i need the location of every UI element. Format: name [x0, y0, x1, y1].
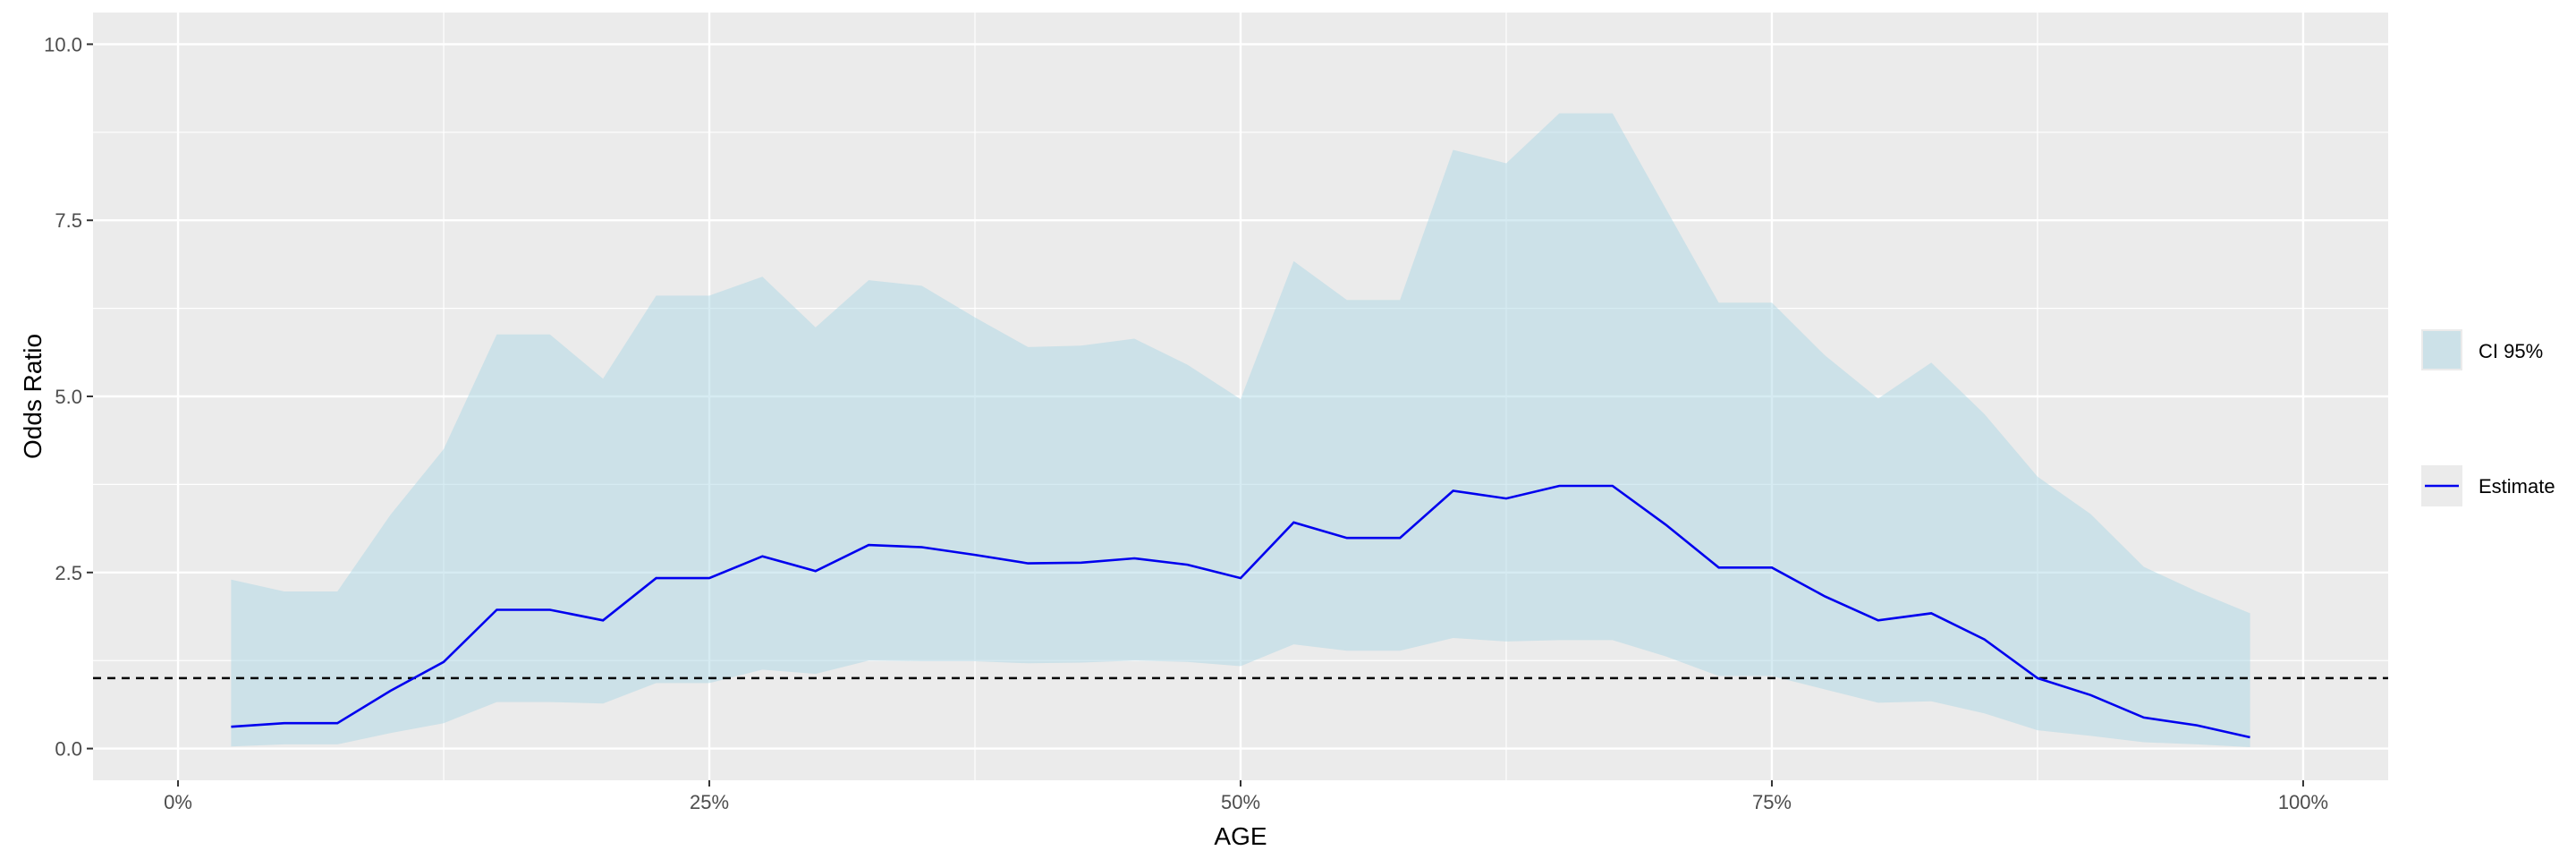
legend-label-estimate: Estimate: [2479, 475, 2555, 498]
x-tick-label: 75%: [1752, 791, 1792, 813]
x-tick-label: 50%: [1221, 791, 1260, 813]
legend: CI 95% Estimate: [2421, 329, 2555, 506]
y-tick-label: 10.0: [44, 33, 82, 55]
y-axis-ticks: 0.0 2.5 5.0 7.5 10.0: [44, 33, 93, 761]
x-axis-ticks: 0% 25% 50% 75% 100%: [164, 780, 2328, 813]
legend-key-ci-swatch: [2423, 331, 2461, 369]
y-tick-label: 7.5: [55, 209, 82, 232]
x-tick-label: 25%: [690, 791, 729, 813]
x-tick-label: 100%: [2278, 791, 2328, 813]
x-tick-label: 0%: [164, 791, 192, 813]
y-tick-label: 0.0: [55, 738, 82, 761]
x-axis-title: AGE: [1214, 822, 1267, 850]
y-tick-label: 5.0: [55, 386, 82, 408]
y-axis-title: Odds Ratio: [19, 334, 47, 459]
y-tick-label: 2.5: [55, 562, 82, 584]
estimate-line: [231, 484, 2250, 739]
ci-95-ribbon: [231, 113, 2250, 748]
legend-label-ci: CI 95%: [2479, 340, 2543, 362]
